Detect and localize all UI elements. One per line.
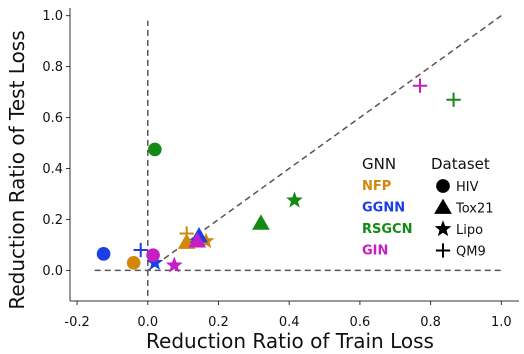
y-axis-title: Reduction Ratio of Test Loss [5, 30, 29, 309]
x-tick-label: 0.0 [137, 315, 158, 330]
legend-dataset-lipo: Lipo [456, 223, 483, 238]
point-nfp-qm9 [179, 226, 194, 241]
legend-marker-lipo [434, 220, 452, 237]
point-ggnn-hiv [96, 247, 111, 261]
point-gin-hiv [146, 248, 160, 262]
x-tick-label: 0.4 [279, 315, 300, 330]
point-nfp-hiv [126, 255, 141, 270]
x-tick-label: 0.8 [420, 315, 441, 330]
point-rsgcn-hiv [148, 142, 162, 157]
y-tick-label: 0.2 [42, 213, 63, 228]
y-tick-label: 1.0 [42, 9, 63, 24]
y-tick-label: 0.0 [42, 264, 63, 279]
x-tick-label: -0.2 [64, 315, 89, 330]
legend-models: NFP GGNN RSGCN GIN [362, 179, 412, 259]
legend-marker-tox21 [434, 198, 452, 214]
point-gin-lipo [165, 256, 183, 273]
legend-model-title: GNN [362, 155, 396, 173]
point-rsgcn-lipo [286, 191, 303, 208]
y-tick-label: 0.6 [42, 111, 63, 126]
legend-datasets: HIV Tox21 Lipo QM9 [434, 179, 494, 260]
data-points [96, 78, 461, 273]
tick-labels: -0.2 0.0 0.2 0.4 0.6 0.8 1.0 0.0 0.2 0.4 0.6 0.8 1.0 [42, 9, 511, 330]
x-tick-label: 0.2 [208, 315, 229, 330]
reference-line-diagonal [147, 15, 502, 272]
legend-model-ggnn: GGNN [362, 201, 405, 216]
x-axis-title: Reduction Ratio of Train Loss [146, 329, 434, 353]
x-tick-label: 1.0 [491, 315, 512, 330]
y-tick-label: 0.8 [42, 60, 63, 75]
legend-model-rsgcn: RSGCN [362, 222, 412, 237]
point-ggnn-lipo [146, 253, 164, 270]
point-rsgcn-tox21 [252, 214, 270, 230]
point-ggnn-qm9 [133, 242, 148, 258]
point-rsgcn-qm9 [446, 92, 461, 107]
legend-marker-qm9 [435, 243, 451, 258]
legend-model-nfp: NFP [362, 179, 391, 194]
legend-dataset-hiv: HIV [456, 180, 479, 195]
legend-dataset-title: Dataset [431, 155, 490, 173]
legend-dataset-qm9: QM9 [456, 245, 486, 260]
point-gin-qm9 [412, 78, 428, 93]
axes [69, 8, 519, 302]
legend-marker-hiv [436, 179, 450, 193]
legend-model-gin: GIN [362, 244, 388, 259]
point-gin-tox21 [188, 232, 207, 248]
legend: GNN Dataset NFP GGNN RSGCN GIN HIV Tox21 Lipo… [362, 155, 494, 260]
y-tick-label: 0.4 [42, 162, 63, 177]
x-tick-label: 0.6 [350, 315, 371, 330]
legend-dataset-tox21: Tox21 [455, 202, 494, 217]
